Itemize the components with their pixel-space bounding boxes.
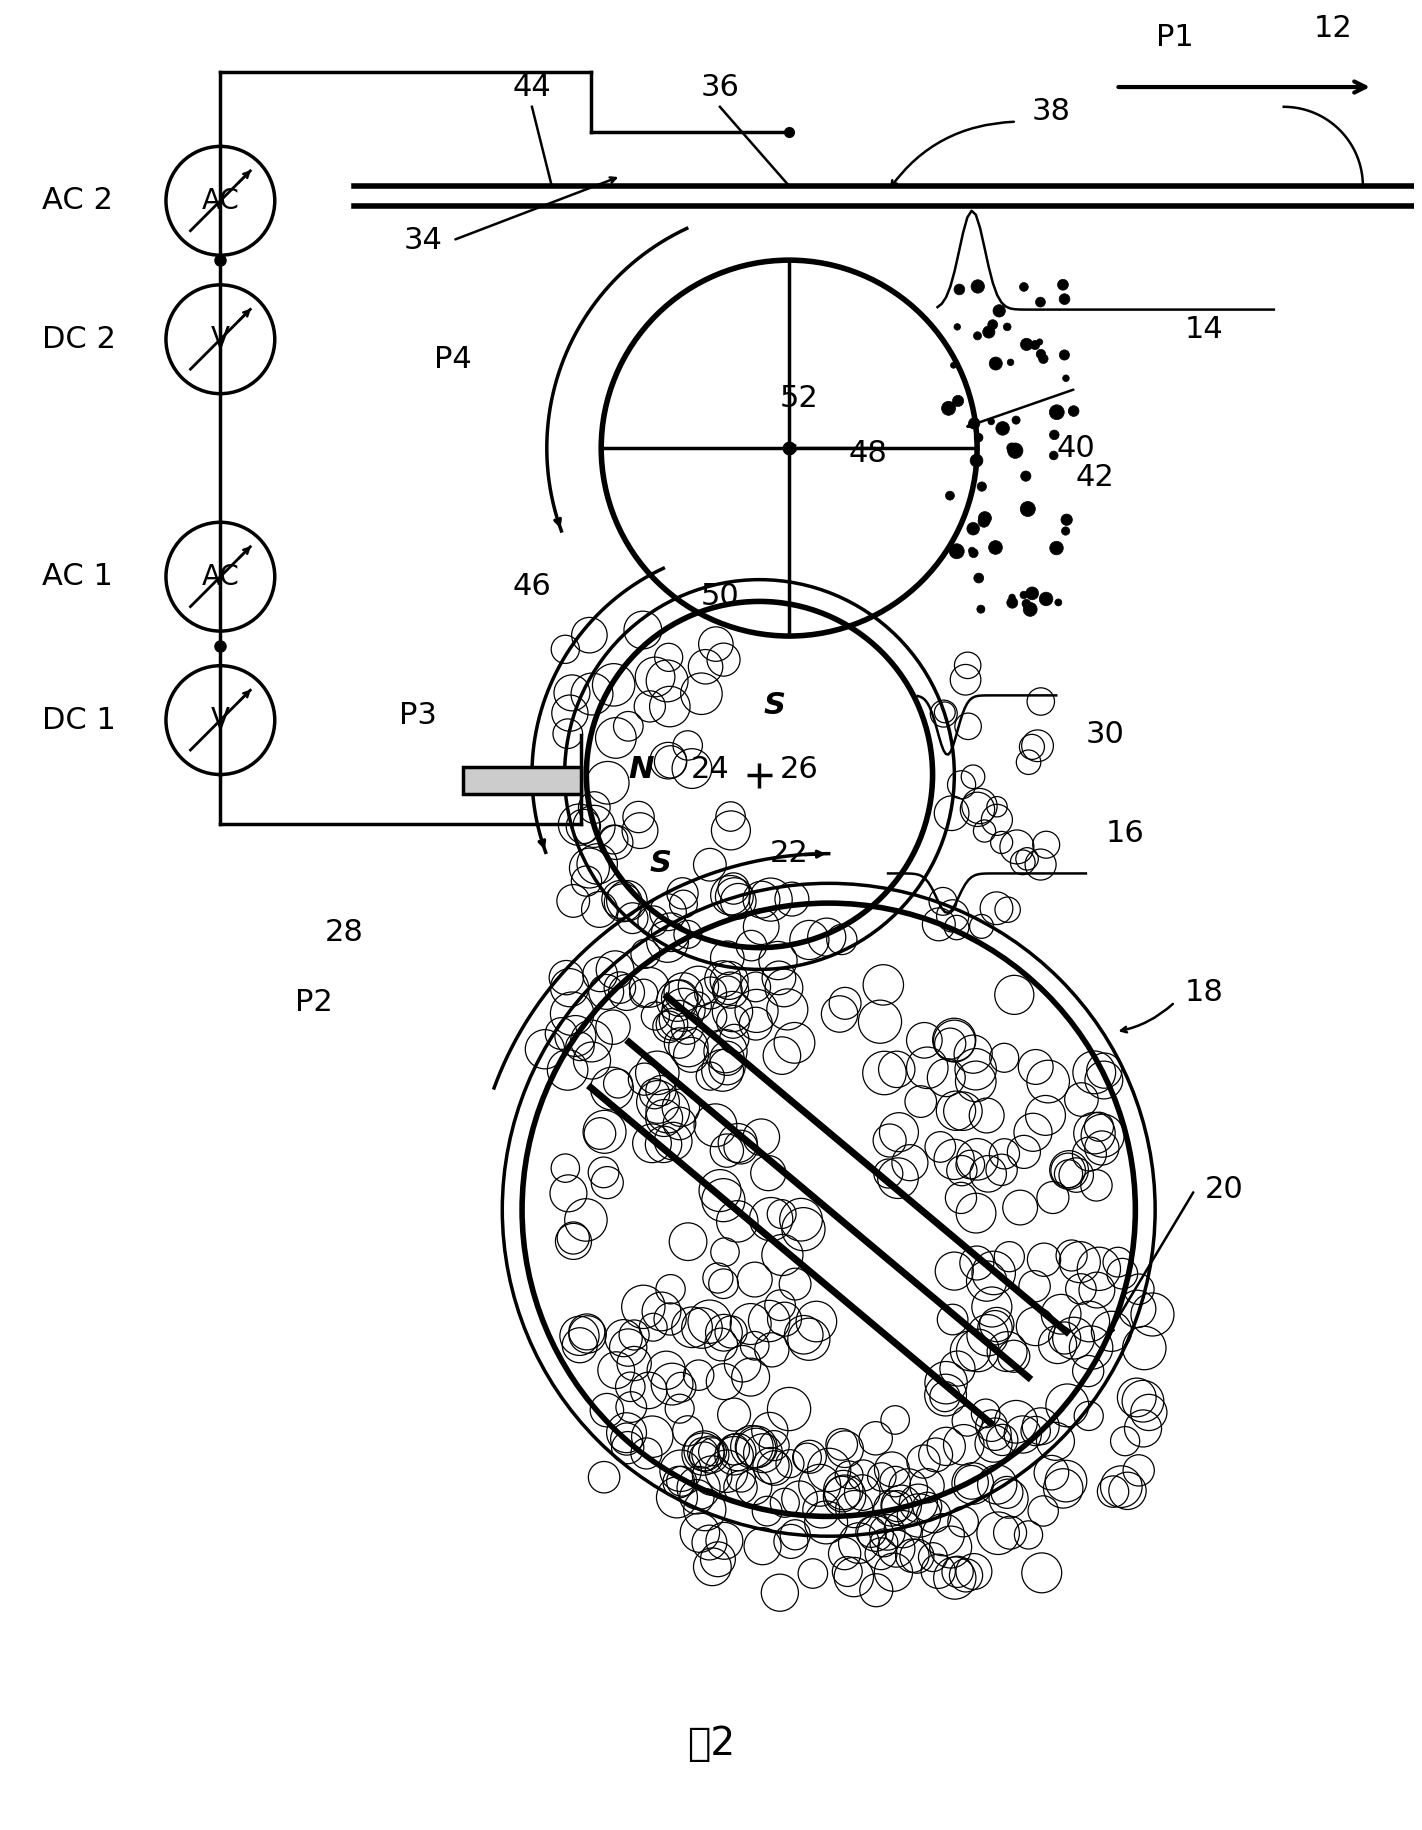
Circle shape: [1012, 415, 1020, 425]
Circle shape: [954, 324, 960, 329]
Circle shape: [1021, 470, 1031, 481]
Text: 44: 44: [512, 73, 552, 102]
Text: P3: P3: [400, 701, 437, 730]
Circle shape: [1062, 375, 1069, 381]
Circle shape: [974, 331, 981, 340]
Circle shape: [1035, 296, 1045, 307]
Text: AC 2: AC 2: [43, 187, 114, 216]
Circle shape: [1055, 598, 1062, 606]
Circle shape: [1037, 339, 1042, 346]
Circle shape: [971, 280, 984, 293]
Bar: [462, 767, 582, 794]
Text: 28: 28: [324, 919, 364, 948]
Circle shape: [988, 320, 998, 329]
Circle shape: [988, 540, 1003, 554]
Text: DC 1: DC 1: [43, 706, 117, 734]
Circle shape: [1037, 350, 1045, 359]
Text: V: V: [210, 326, 230, 353]
Circle shape: [946, 490, 954, 500]
Circle shape: [1061, 514, 1072, 525]
Text: S: S: [650, 849, 671, 878]
Circle shape: [983, 326, 995, 339]
Text: V: V: [210, 706, 230, 734]
Text: 图2: 图2: [687, 1726, 735, 1762]
Text: 30: 30: [1086, 721, 1125, 750]
Circle shape: [1059, 295, 1069, 304]
Text: 52: 52: [779, 384, 819, 414]
Text: P2: P2: [296, 988, 333, 1016]
Text: 20: 20: [1204, 1175, 1243, 1204]
Circle shape: [970, 454, 983, 467]
Circle shape: [978, 512, 991, 525]
Text: 40: 40: [1057, 434, 1095, 463]
Circle shape: [1022, 600, 1031, 608]
Circle shape: [1008, 443, 1022, 458]
Text: 42: 42: [1076, 463, 1115, 492]
Circle shape: [1007, 443, 1017, 452]
Circle shape: [968, 549, 978, 558]
Circle shape: [1031, 340, 1039, 350]
Text: 24: 24: [691, 756, 729, 783]
Text: P1: P1: [1156, 24, 1194, 53]
Circle shape: [968, 417, 980, 428]
Text: 50: 50: [701, 582, 739, 611]
Circle shape: [967, 522, 980, 534]
Circle shape: [1049, 430, 1059, 439]
Circle shape: [1061, 527, 1069, 534]
Circle shape: [950, 544, 964, 558]
Circle shape: [1049, 542, 1064, 554]
Circle shape: [941, 401, 956, 415]
Text: S: S: [764, 690, 785, 719]
Text: AC 1: AC 1: [43, 562, 114, 591]
Circle shape: [1004, 324, 1011, 331]
Circle shape: [1020, 501, 1035, 516]
Circle shape: [1059, 350, 1069, 361]
Text: 34: 34: [404, 225, 442, 254]
Circle shape: [978, 516, 990, 527]
Text: 38: 38: [1031, 97, 1071, 126]
Circle shape: [977, 481, 987, 490]
Circle shape: [1049, 452, 1058, 459]
Text: 16: 16: [1106, 820, 1145, 849]
Circle shape: [1021, 339, 1032, 351]
Circle shape: [1049, 404, 1064, 419]
Text: 14: 14: [1185, 315, 1223, 344]
Text: N: N: [629, 756, 654, 783]
Circle shape: [968, 547, 975, 554]
Circle shape: [1020, 591, 1028, 598]
Text: P4: P4: [434, 344, 472, 373]
Circle shape: [974, 434, 983, 443]
Text: 48: 48: [849, 439, 887, 467]
Circle shape: [977, 606, 985, 613]
Text: 12: 12: [1314, 13, 1352, 42]
Circle shape: [1008, 595, 1015, 600]
Text: 26: 26: [779, 756, 819, 783]
Circle shape: [1007, 359, 1014, 366]
Circle shape: [1038, 353, 1048, 364]
Circle shape: [974, 573, 984, 584]
Circle shape: [995, 421, 1010, 436]
Text: 46: 46: [512, 573, 552, 600]
Circle shape: [1020, 282, 1028, 291]
Text: AC: AC: [202, 562, 239, 591]
Circle shape: [1007, 597, 1018, 608]
Text: 18: 18: [1185, 977, 1224, 1006]
Circle shape: [1058, 280, 1068, 291]
Circle shape: [950, 362, 957, 368]
Text: DC 2: DC 2: [43, 324, 117, 353]
Circle shape: [993, 304, 1005, 317]
Circle shape: [988, 417, 994, 425]
Circle shape: [953, 395, 964, 406]
Circle shape: [1068, 406, 1079, 417]
Circle shape: [954, 284, 964, 295]
Circle shape: [990, 357, 1003, 370]
Circle shape: [1039, 593, 1052, 606]
Text: 36: 36: [701, 73, 739, 102]
Circle shape: [1025, 587, 1038, 600]
Text: AC: AC: [202, 187, 239, 214]
Text: 22: 22: [769, 840, 809, 867]
Circle shape: [1024, 602, 1037, 617]
